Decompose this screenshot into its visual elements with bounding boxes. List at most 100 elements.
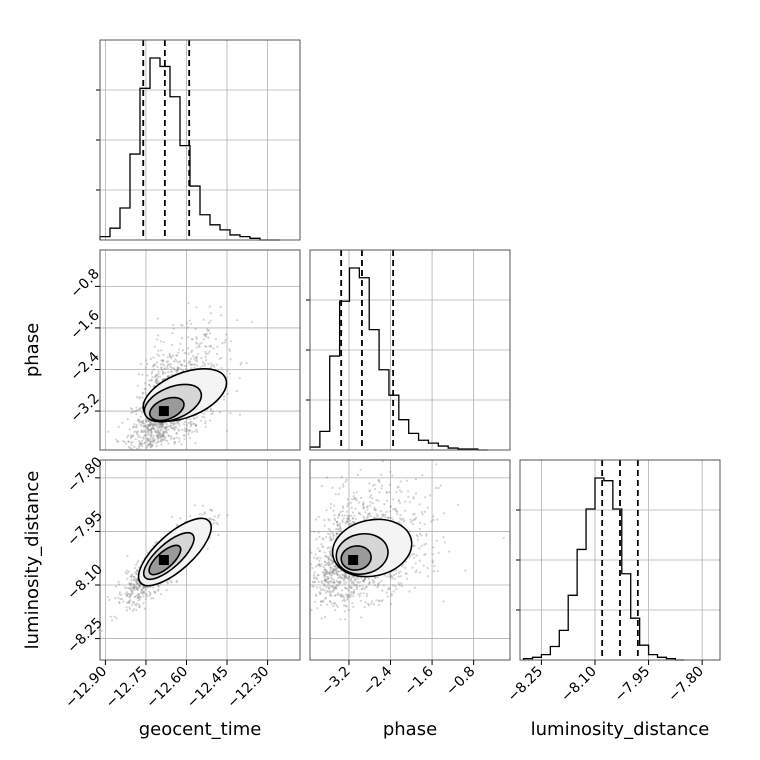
sample-point [129, 584, 132, 587]
sample-point [353, 578, 356, 582]
sample-point [381, 589, 384, 592]
sample-point [414, 478, 417, 481]
sample-point [153, 345, 156, 348]
sample-point [314, 593, 318, 596]
sample-point [142, 591, 145, 594]
sample-point [169, 421, 172, 425]
sample-point [158, 422, 161, 425]
sample-point [324, 564, 327, 567]
sample-point [225, 333, 228, 336]
sample-point [355, 499, 359, 502]
sample-point [166, 580, 169, 584]
sample-point [166, 364, 169, 368]
sample-point [191, 431, 194, 434]
sample-point [366, 508, 369, 511]
sample-point [368, 512, 371, 515]
sample-point [152, 427, 155, 430]
sample-point [354, 583, 357, 587]
sample-point [338, 583, 341, 586]
sample-point [329, 546, 333, 549]
sample-point [187, 302, 190, 305]
sample-point [132, 585, 135, 588]
sample-point [325, 575, 328, 578]
sample-point [127, 592, 130, 596]
sample-point [324, 571, 327, 575]
sample-point [325, 580, 328, 584]
sample-point [323, 524, 326, 527]
sample-point [136, 561, 139, 564]
sample-point [173, 437, 176, 440]
sample-point [168, 354, 171, 357]
sample-point [195, 424, 198, 427]
sample-point [136, 602, 139, 605]
sample-point [183, 438, 186, 441]
sample-point [345, 510, 348, 513]
sample-point [342, 579, 346, 583]
sample-point [367, 583, 371, 586]
sample-point [122, 440, 125, 443]
sample-point [137, 593, 140, 596]
sample-point [145, 425, 148, 428]
sample-point [151, 423, 154, 426]
sample-point [164, 428, 168, 431]
sample-point [413, 513, 416, 516]
sample-point [336, 583, 339, 587]
sample-point [133, 595, 136, 599]
sample-point [397, 575, 400, 578]
sample-point [209, 362, 212, 365]
sample-point [172, 421, 176, 424]
sample-point [371, 579, 374, 582]
sample-point [133, 587, 136, 590]
sample-point [160, 593, 163, 596]
sample-point [156, 435, 159, 438]
sample-point [375, 513, 378, 516]
sample-point [394, 508, 397, 511]
sample-point [178, 440, 181, 443]
sample-point [348, 594, 351, 597]
sample-point [142, 431, 145, 434]
sample-point [169, 365, 172, 368]
sample-point [431, 553, 434, 556]
sample-point [136, 431, 139, 434]
sample-point [195, 306, 198, 309]
sample-point [128, 599, 131, 603]
sample-point [314, 565, 317, 568]
sample-point [346, 594, 349, 597]
sample-point [374, 487, 377, 490]
sample-point [135, 604, 138, 607]
sample-point [117, 580, 120, 584]
sample-point [411, 553, 414, 556]
sample-point [341, 510, 344, 513]
sample-point [317, 580, 320, 583]
sample-point [502, 536, 505, 539]
sample-point [161, 432, 164, 435]
sample-point [160, 359, 163, 362]
sample-point [352, 591, 355, 594]
sample-point [319, 600, 323, 603]
sample-point [154, 422, 157, 425]
sample-point [152, 439, 155, 442]
y-tick-label-phase: −3.2 [67, 391, 102, 426]
sample-point [316, 586, 319, 589]
sample-point [414, 492, 417, 495]
sample-point [164, 371, 167, 374]
sample-point [418, 503, 421, 506]
sample-point [166, 356, 170, 359]
sample-point [314, 518, 318, 521]
sample-point [362, 506, 366, 509]
sample-point [158, 433, 161, 436]
sample-point [378, 581, 381, 584]
sample-point [230, 340, 233, 343]
sample-point [328, 563, 331, 566]
sample-point [207, 336, 210, 339]
sample-point [340, 589, 344, 592]
sample-point [190, 367, 193, 370]
sample-point [135, 572, 138, 576]
sample-point [127, 440, 130, 443]
sample-point [332, 581, 335, 584]
sample-point [397, 499, 400, 502]
sample-point [406, 577, 409, 581]
panel-frame [309, 249, 511, 451]
sample-point [354, 498, 357, 501]
sample-point [330, 570, 333, 573]
